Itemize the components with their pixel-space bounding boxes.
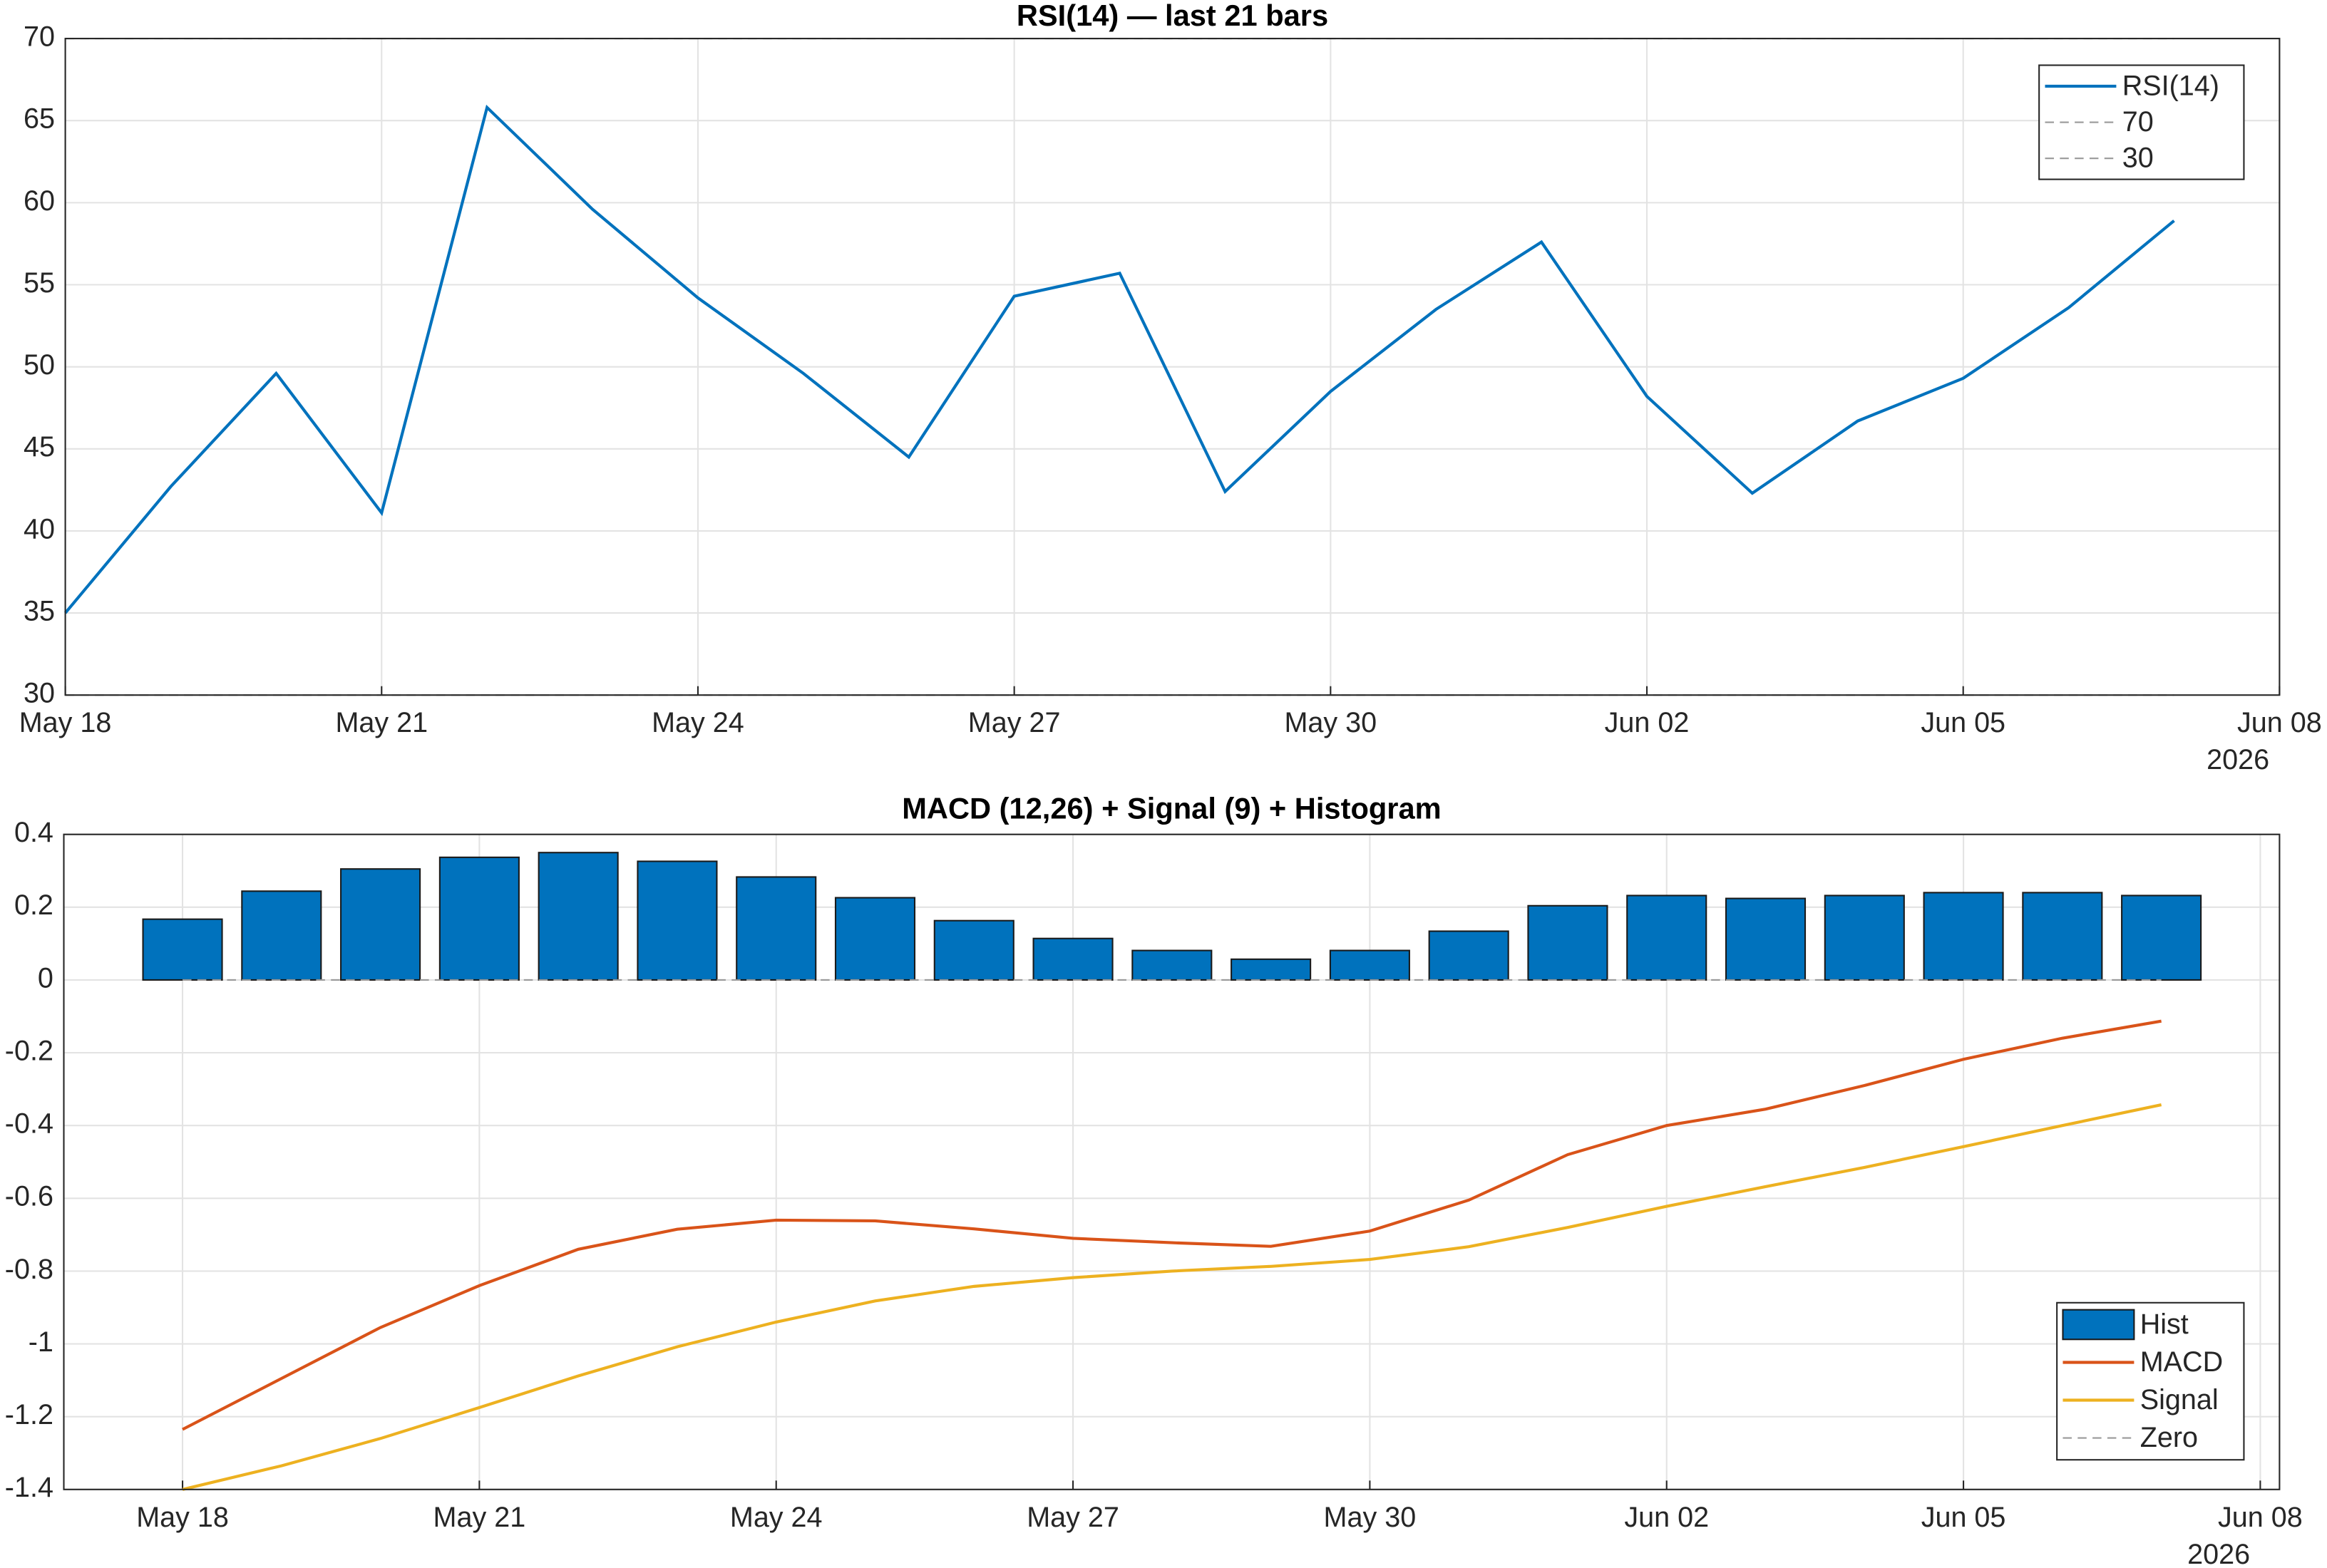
line — [182, 1103, 2162, 1491]
x-tick-label: May 24 — [652, 707, 744, 738]
plot-area — [142, 852, 2202, 1491]
bar — [538, 852, 619, 981]
x-tick-label: May 30 — [1324, 1502, 1417, 1533]
y-tick-label: 50 — [24, 349, 55, 381]
bar — [1131, 949, 1213, 981]
legend-label: RSI(14) — [2122, 70, 2219, 101]
legend-swatch — [2062, 1309, 2135, 1341]
x-tick-label: May 27 — [968, 707, 1061, 738]
bar — [834, 897, 916, 981]
y-tick-label: 70 — [24, 21, 55, 53]
x-tick-label: May 18 — [136, 1502, 229, 1533]
bar — [438, 856, 520, 981]
bar — [1032, 937, 1114, 981]
y-tick-label: -1.2 — [5, 1399, 53, 1430]
x-tick-label: May 18 — [19, 707, 112, 738]
y-tick-label: 40 — [24, 513, 55, 545]
bar — [736, 876, 817, 981]
bar — [1428, 930, 1509, 981]
y-tick-label: -0.6 — [5, 1181, 53, 1212]
bar — [1824, 894, 1905, 981]
y-tick-label: 0 — [38, 962, 53, 994]
legend-box — [2038, 64, 2245, 180]
chart-title: RSI(14) — last 21 bars — [1017, 0, 1328, 32]
legend-label: Signal — [2140, 1384, 2219, 1415]
bar — [2121, 894, 2202, 981]
legend-label: Hist — [2140, 1309, 2189, 1340]
y-tick-label: 65 — [24, 103, 55, 135]
y-tick-label: -0.4 — [5, 1108, 53, 1140]
x-tick-label: May 27 — [1027, 1502, 1119, 1533]
x-tick-label: May 30 — [1285, 707, 1377, 738]
x-tick-label: May 21 — [335, 707, 428, 738]
x-tick-label: Jun 02 — [1624, 1502, 1709, 1533]
x-tick-label: Jun 05 — [1921, 1502, 2006, 1533]
x-tick-label: Jun 08 — [2237, 707, 2322, 738]
bar — [637, 860, 718, 981]
y-tick-label: 0.2 — [14, 889, 53, 921]
x-year-label: 2026 — [2187, 1539, 2250, 1568]
y-tick-label: 55 — [24, 267, 55, 299]
bar — [2022, 892, 2103, 981]
legend-label: 70 — [2122, 106, 2154, 138]
y-tick-label: 45 — [24, 431, 55, 463]
x-tick-label: Jun 08 — [2218, 1502, 2303, 1533]
bar — [1231, 958, 1312, 981]
bar — [142, 918, 223, 981]
x-tick-label: May 24 — [730, 1502, 823, 1533]
bar — [340, 868, 421, 981]
bar — [241, 890, 322, 981]
x-tick-label: May 21 — [433, 1502, 526, 1533]
chart-title: MACD (12,26) + Signal (9) + Histogram — [902, 791, 1442, 825]
y-tick-label: -0.2 — [5, 1036, 53, 1067]
bar — [1923, 892, 2004, 981]
x-tick-label: Jun 05 — [1921, 707, 2005, 738]
bar — [1527, 904, 1608, 981]
legend-label: Zero — [2140, 1422, 2198, 1453]
y-tick-label: -1.4 — [5, 1472, 53, 1503]
bar — [933, 919, 1014, 981]
legend-label: MACD — [2140, 1346, 2223, 1378]
y-tick-label: -0.8 — [5, 1254, 53, 1285]
line — [63, 104, 2175, 614]
legend-label: 30 — [2122, 143, 2154, 174]
axes-box — [64, 38, 2281, 696]
x-tick-label: Jun 02 — [1605, 707, 1690, 738]
bar — [1626, 894, 1707, 981]
axes-box — [63, 833, 2281, 1490]
line — [182, 1019, 2162, 1431]
x-year-label: 2026 — [2207, 744, 2269, 775]
bar — [1725, 897, 1807, 981]
y-tick-label: 35 — [24, 596, 55, 627]
y-tick-label: 30 — [24, 678, 55, 709]
y-tick-label: -1 — [29, 1326, 53, 1358]
y-tick-label: 0.4 — [14, 817, 53, 848]
y-tick-label: 60 — [24, 185, 55, 217]
bar — [1329, 949, 1410, 981]
